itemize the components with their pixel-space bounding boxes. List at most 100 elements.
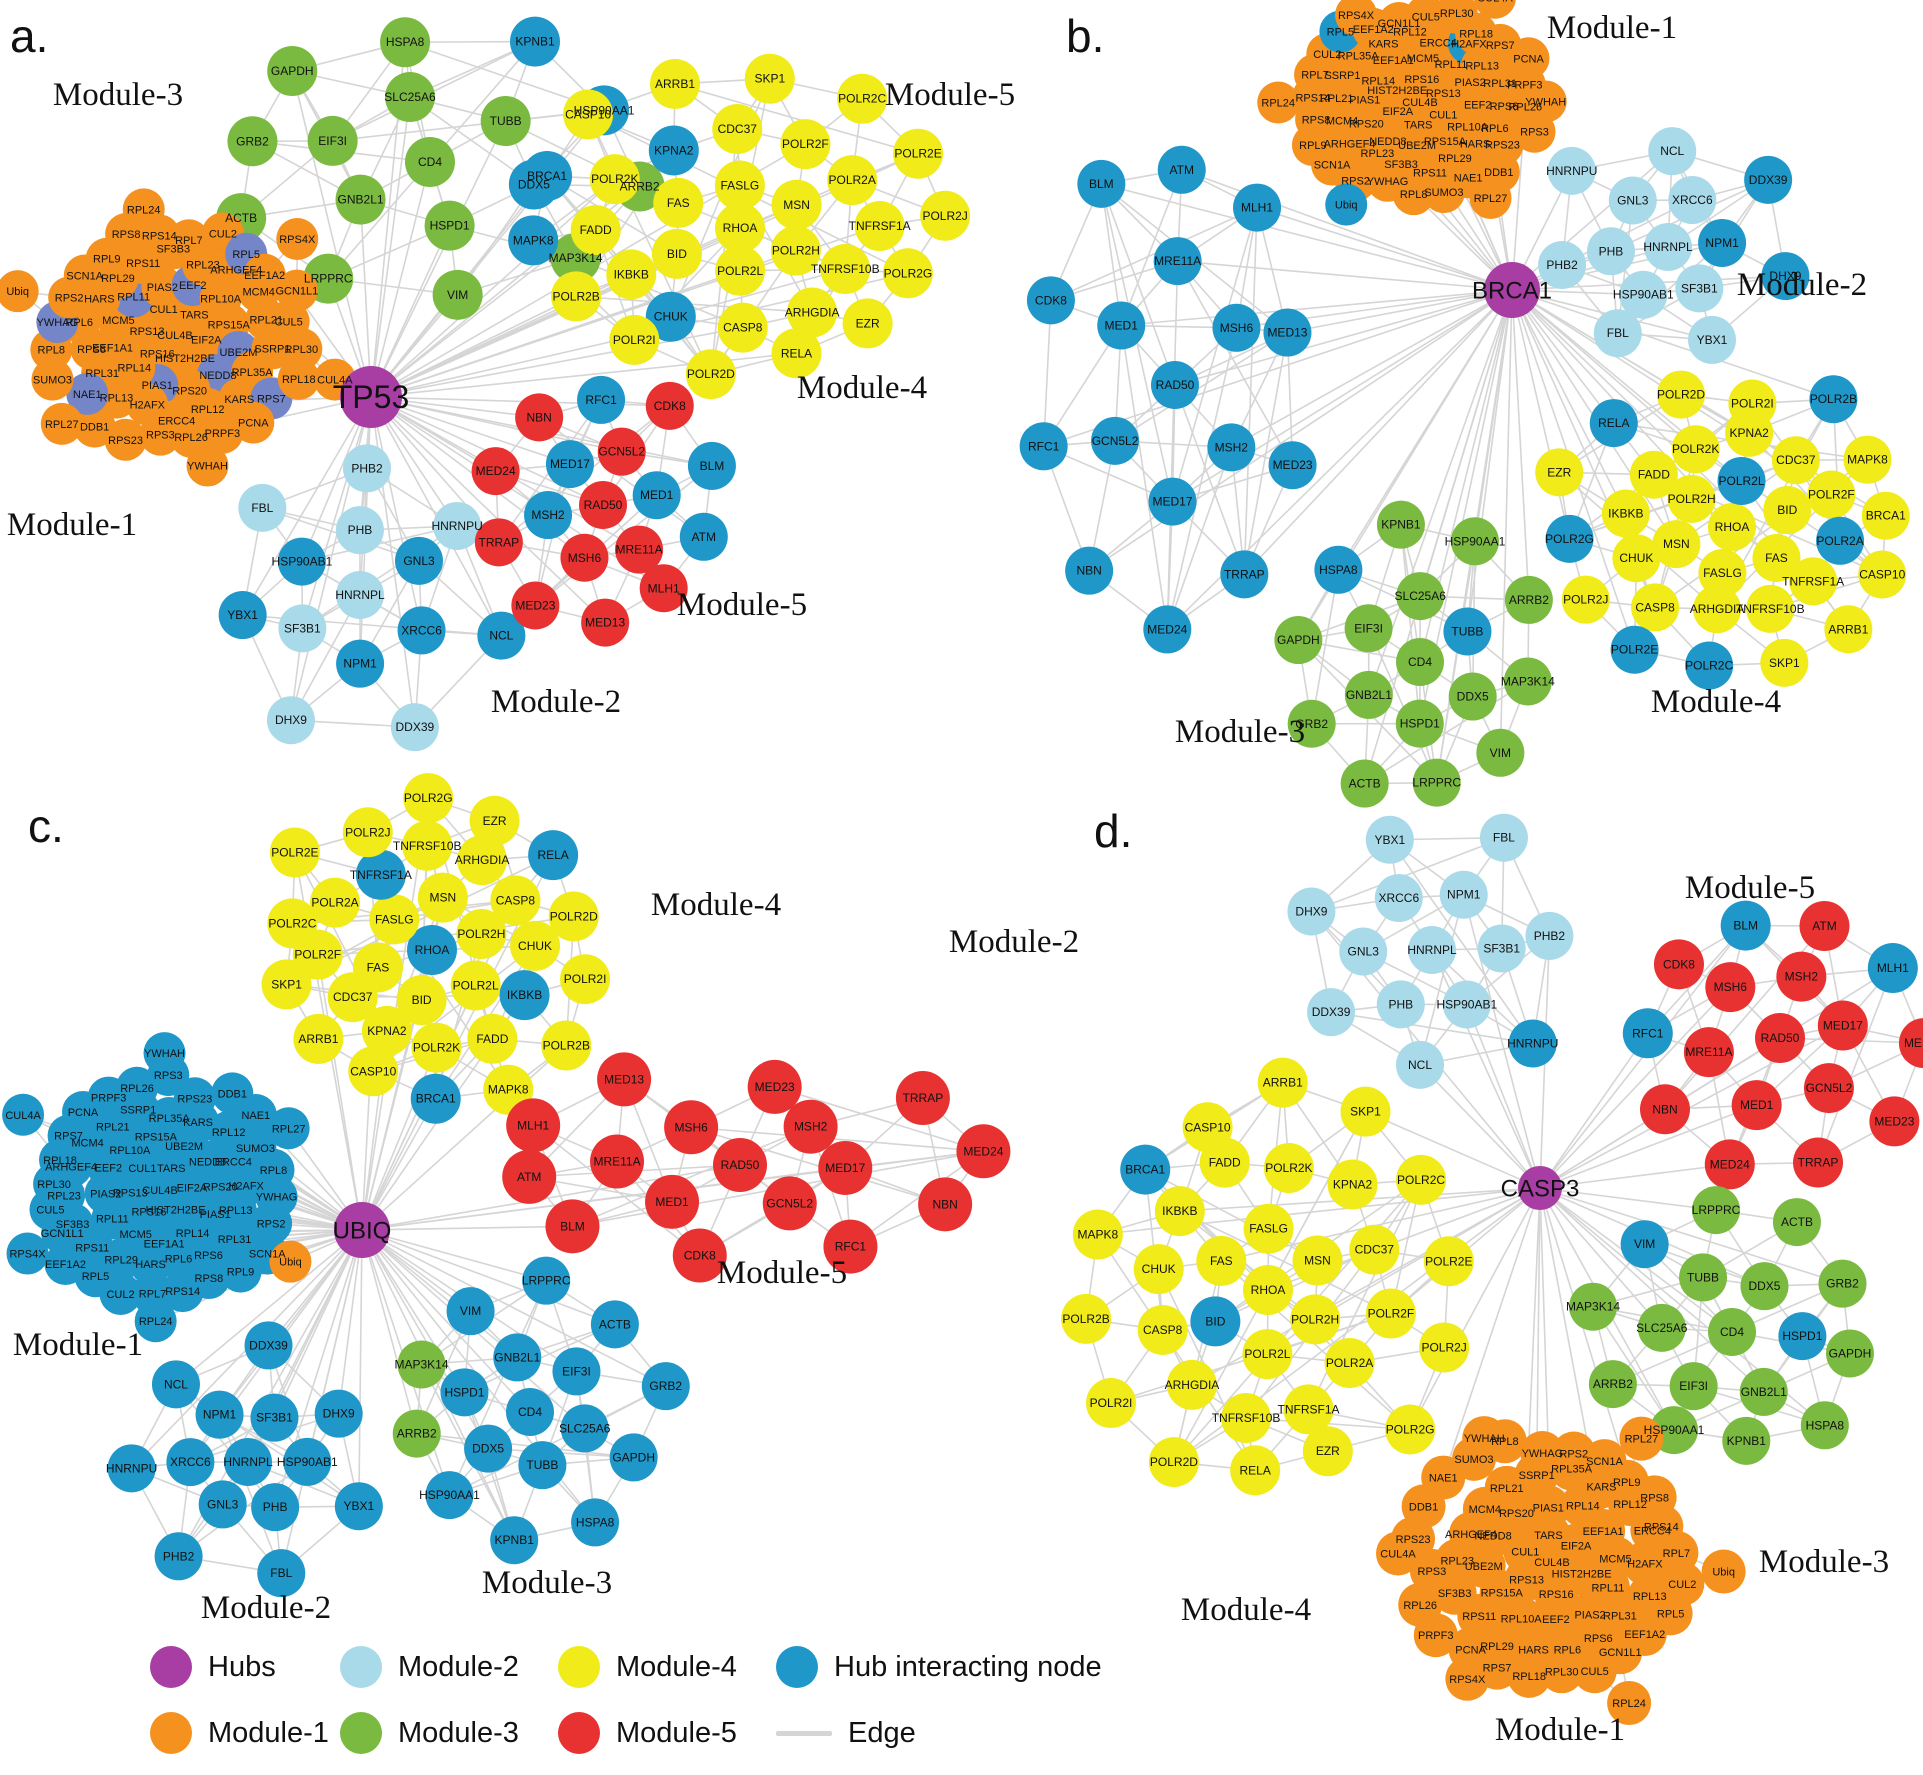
node-MRE11A[interactable] bbox=[1683, 1027, 1734, 1078]
node-POLR2L[interactable] bbox=[1242, 1329, 1293, 1380]
node-YWHAH[interactable] bbox=[143, 1032, 186, 1075]
node-POLR2B[interactable] bbox=[1061, 1293, 1112, 1344]
node-EEF1A1[interactable] bbox=[1581, 1509, 1626, 1554]
node-XRCC6[interactable] bbox=[166, 1438, 215, 1487]
node-GCN5L2[interactable] bbox=[1091, 416, 1140, 465]
node-RFC1[interactable] bbox=[1019, 422, 1068, 471]
node-HNRNPL[interactable] bbox=[1408, 926, 1456, 974]
node-MAPK8[interactable] bbox=[1072, 1209, 1123, 1260]
node-MSH2[interactable] bbox=[524, 491, 573, 540]
node-POLR2J[interactable] bbox=[1419, 1322, 1470, 1373]
node-POLR2F[interactable] bbox=[1365, 1288, 1416, 1339]
node-MSN[interactable] bbox=[1292, 1235, 1343, 1286]
node-SF3B1[interactable] bbox=[250, 1393, 299, 1442]
node-MSN[interactable] bbox=[1652, 520, 1701, 569]
node-POLR2A[interactable] bbox=[1324, 1338, 1375, 1389]
node-DDX39[interactable] bbox=[244, 1321, 293, 1370]
node-RPL27[interactable] bbox=[1619, 1416, 1664, 1461]
node-HSPA8[interactable] bbox=[380, 17, 431, 68]
node-CASP8[interactable] bbox=[1137, 1304, 1188, 1355]
node-MED17[interactable] bbox=[545, 440, 594, 489]
node-TNFRSF1A[interactable] bbox=[1789, 557, 1838, 606]
node-HNRNPU[interactable] bbox=[1508, 1019, 1557, 1068]
node-POLR2J[interactable] bbox=[1561, 575, 1610, 624]
node-HNRNPU[interactable] bbox=[107, 1444, 156, 1493]
node-VIM[interactable] bbox=[1476, 728, 1525, 777]
node-TUBB[interactable] bbox=[1679, 1253, 1728, 1302]
node-NAE1[interactable] bbox=[66, 372, 109, 415]
node-DDX39[interactable] bbox=[1307, 988, 1356, 1037]
node-TNFRSF10B[interactable] bbox=[820, 244, 871, 295]
node-ACTB[interactable] bbox=[1772, 1198, 1821, 1247]
node-CASP8[interactable] bbox=[1631, 583, 1680, 632]
node-ARRB2[interactable] bbox=[1504, 575, 1553, 624]
node-MRE11A[interactable] bbox=[1153, 237, 1202, 286]
node-FBL[interactable] bbox=[238, 483, 287, 532]
node-PHB[interactable] bbox=[1586, 227, 1635, 276]
node-NPM1[interactable] bbox=[195, 1390, 244, 1439]
node-NBN[interactable] bbox=[918, 1177, 973, 1232]
node-SF3B1[interactable] bbox=[1675, 264, 1724, 313]
node-MSH2[interactable] bbox=[1776, 951, 1827, 1002]
node-MED13[interactable] bbox=[581, 598, 630, 647]
node-POLR2K[interactable] bbox=[589, 154, 640, 205]
node-IKBKB[interactable] bbox=[1154, 1186, 1205, 1237]
node-CASP10[interactable] bbox=[1858, 550, 1907, 599]
node-YWHAG[interactable] bbox=[1366, 159, 1409, 202]
node-POLR2C[interactable] bbox=[837, 73, 888, 124]
node-POLR2K[interactable] bbox=[1263, 1143, 1314, 1194]
node-CDC37[interactable] bbox=[327, 972, 378, 1023]
node-RPL18[interactable] bbox=[277, 357, 320, 400]
node-HSPD1[interactable] bbox=[1395, 699, 1444, 748]
node-RELA[interactable] bbox=[1589, 399, 1638, 448]
node-MED23[interactable] bbox=[1869, 1096, 1920, 1147]
node-DDX5[interactable] bbox=[1448, 672, 1497, 721]
node-POLR2E[interactable] bbox=[1423, 1236, 1474, 1287]
node-MSN[interactable] bbox=[771, 179, 822, 230]
node-POLR2K[interactable] bbox=[411, 1022, 462, 1073]
node-BRCA1[interactable] bbox=[1120, 1144, 1171, 1195]
node-PHB2[interactable] bbox=[1525, 911, 1574, 960]
node-DDX5[interactable] bbox=[464, 1424, 513, 1473]
node-POLR2I[interactable] bbox=[1728, 379, 1777, 428]
node-POLR2B[interactable] bbox=[1809, 375, 1858, 424]
node-TNFRSF1A[interactable] bbox=[854, 201, 905, 252]
node-DHX9[interactable] bbox=[266, 696, 315, 745]
node-MAP3K14[interactable] bbox=[397, 1340, 446, 1389]
node-RPS14[interactable] bbox=[161, 1270, 204, 1313]
node-CHUK[interactable] bbox=[1612, 534, 1661, 583]
node-POLR2A[interactable] bbox=[310, 877, 361, 928]
node-FBL[interactable] bbox=[1479, 813, 1528, 862]
node-BLM[interactable] bbox=[687, 441, 736, 490]
node-GRB2[interactable] bbox=[1818, 1259, 1867, 1308]
node-MSN[interactable] bbox=[417, 872, 468, 923]
node-MED24[interactable] bbox=[956, 1124, 1011, 1179]
node-RPL27[interactable] bbox=[267, 1107, 310, 1150]
node-POLR2C[interactable] bbox=[267, 898, 318, 949]
node-POLR2B[interactable] bbox=[541, 1020, 592, 1071]
node-Ubiq[interactable] bbox=[0, 270, 39, 313]
node-HSPD1[interactable] bbox=[1778, 1312, 1827, 1361]
node-MSH6[interactable] bbox=[560, 533, 609, 582]
node-RFC1[interactable] bbox=[1622, 1008, 1673, 1059]
node-NPM1[interactable] bbox=[1439, 870, 1488, 919]
node-DDX39[interactable] bbox=[390, 703, 439, 752]
node-YWHAG[interactable] bbox=[1520, 1431, 1565, 1476]
node-POLR2I[interactable] bbox=[609, 314, 660, 365]
node-CDC37[interactable] bbox=[1771, 436, 1820, 485]
node-POLR2H[interactable] bbox=[1667, 474, 1716, 523]
node-MED24[interactable] bbox=[471, 447, 520, 496]
node-NAE1[interactable] bbox=[234, 1093, 277, 1136]
node-BID[interactable] bbox=[396, 975, 447, 1026]
node-IKBKB[interactable] bbox=[606, 249, 657, 300]
node-RPL27[interactable] bbox=[40, 402, 83, 445]
node-GNL3[interactable] bbox=[1608, 176, 1657, 225]
node-POLR2J[interactable] bbox=[920, 190, 971, 241]
node-CDK8[interactable] bbox=[1653, 939, 1704, 990]
node-CDC37[interactable] bbox=[1349, 1224, 1400, 1275]
node-MED13[interactable] bbox=[1898, 1018, 1923, 1069]
node-MSH6[interactable] bbox=[1705, 962, 1756, 1013]
node-CUL4A[interactable] bbox=[2, 1093, 45, 1136]
node-PHB[interactable] bbox=[335, 506, 384, 555]
node-RPL24[interactable] bbox=[1607, 1681, 1652, 1726]
